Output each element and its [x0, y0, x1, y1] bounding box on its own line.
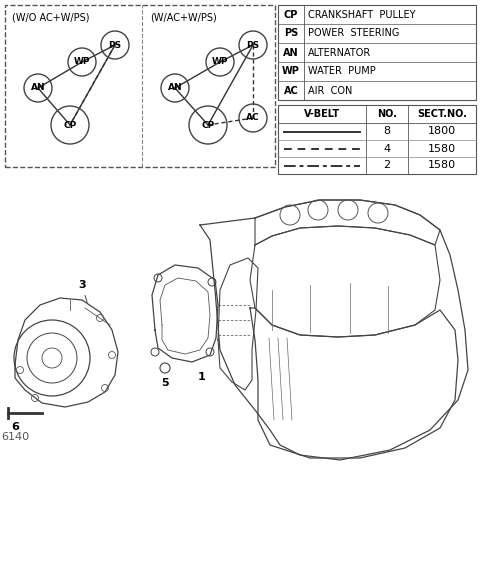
- Text: SECT.NO.: SECT.NO.: [417, 109, 467, 119]
- Bar: [5, 5, 275, 167]
- Text: AN: AN: [283, 48, 299, 57]
- Text: PS: PS: [246, 41, 260, 49]
- Bar: [278, 105, 476, 174]
- Text: 1580: 1580: [428, 161, 456, 171]
- Text: POWER  STEERING: POWER STEERING: [308, 28, 399, 38]
- Text: AC: AC: [246, 114, 260, 122]
- Text: 1: 1: [198, 372, 206, 382]
- Text: CP: CP: [63, 121, 77, 129]
- Text: 1800: 1800: [428, 126, 456, 136]
- Text: AN: AN: [168, 84, 182, 92]
- Text: (W/O AC+W/PS): (W/O AC+W/PS): [12, 12, 89, 22]
- Text: CP: CP: [202, 121, 215, 129]
- Text: 5: 5: [161, 378, 169, 388]
- Text: AC: AC: [284, 85, 299, 96]
- Text: 3: 3: [78, 280, 87, 302]
- Text: WATER  PUMP: WATER PUMP: [308, 67, 376, 77]
- Text: 8: 8: [384, 126, 391, 136]
- Text: CP: CP: [284, 9, 298, 20]
- Text: 2: 2: [384, 161, 391, 171]
- Text: ALTERNATOR: ALTERNATOR: [308, 48, 371, 57]
- Text: (W/AC+W/PS): (W/AC+W/PS): [150, 12, 217, 22]
- Bar: [278, 5, 476, 100]
- Text: V-BELT: V-BELT: [304, 109, 340, 119]
- Text: CRANKSHAFT  PULLEY: CRANKSHAFT PULLEY: [308, 9, 416, 20]
- Text: WP: WP: [282, 67, 300, 77]
- Text: 6: 6: [11, 422, 19, 432]
- Text: WP: WP: [212, 57, 228, 67]
- Text: NO.: NO.: [377, 109, 397, 119]
- Text: PS: PS: [284, 28, 298, 38]
- Text: PS: PS: [108, 41, 121, 49]
- Text: AN: AN: [31, 84, 45, 92]
- Text: 4: 4: [384, 143, 391, 154]
- Text: AIR  CON: AIR CON: [308, 85, 352, 96]
- Text: 6140: 6140: [1, 432, 29, 442]
- Text: WP: WP: [74, 57, 90, 67]
- Text: 1580: 1580: [428, 143, 456, 154]
